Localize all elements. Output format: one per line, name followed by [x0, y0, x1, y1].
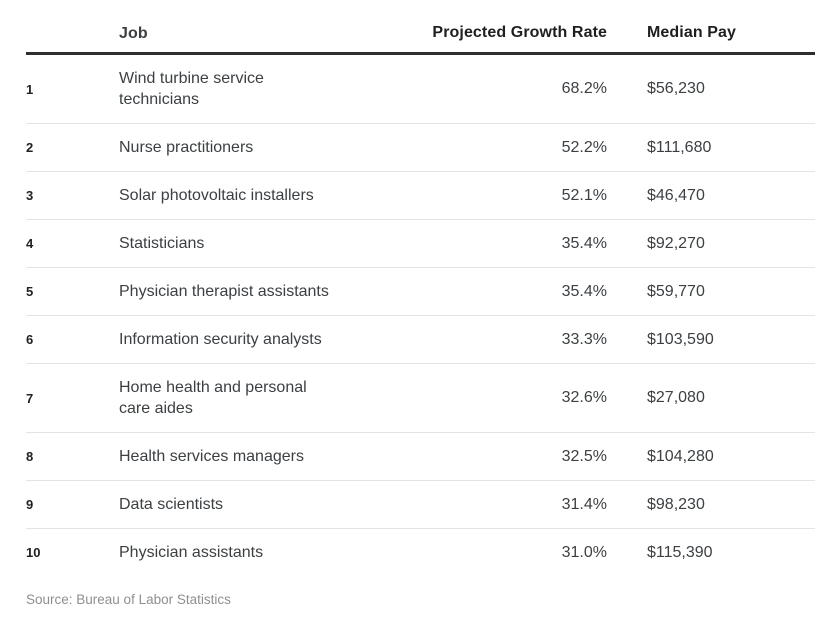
table-row: 4 Statisticians 35.4% $92,270	[26, 220, 815, 268]
row-growth-rate: 32.6%	[561, 389, 607, 406]
row-growth-rate: 31.4%	[561, 495, 607, 513]
row-job-name: Home health and personal care aides	[119, 379, 307, 417]
row-median-pay: $98,230	[647, 495, 705, 513]
row-rank: 3	[26, 188, 34, 203]
row-growth-rate: 31.0%	[561, 543, 607, 561]
column-header-median-pay: Median Pay	[647, 24, 737, 41]
row-median-pay: $115,390	[647, 543, 713, 561]
table-row: 10 Physician assistants 31.0% $115,390	[26, 529, 815, 576]
row-job-name: Solar photovoltaic installers	[119, 187, 314, 204]
row-growth-rate: 68.2%	[561, 80, 607, 97]
row-job-name: Information security analysts	[119, 331, 322, 348]
column-header-growth-rate: Projected Growth Rate	[432, 24, 607, 41]
row-median-pay: $104,280	[647, 447, 714, 465]
row-rank: 7	[26, 390, 34, 406]
row-rank: 1	[26, 81, 34, 97]
row-rank: 4	[26, 236, 34, 251]
row-median-pay: $27,080	[647, 389, 705, 406]
row-rank: 6	[26, 332, 34, 347]
table-row: 9 Data scientists 31.4% $98,230	[26, 481, 815, 529]
table-row: 2 Nurse practitioners 52.2% $111,680	[26, 124, 815, 172]
table-row: 6 Information security analysts 33.3% $1…	[26, 316, 815, 364]
row-median-pay: $56,230	[647, 80, 705, 97]
table-row: 3 Solar photovoltaic installers 52.1% $4…	[26, 172, 815, 220]
row-growth-rate: 52.1%	[561, 186, 607, 204]
row-growth-rate: 35.4%	[561, 282, 607, 300]
jobs-table: Job Projected Growth Rate Median Pay 1 W…	[26, 0, 815, 576]
row-growth-rate: 33.3%	[561, 330, 607, 348]
row-median-pay: $103,590	[647, 330, 714, 348]
column-header-job: Job	[119, 24, 148, 42]
table-row: 8 Health services managers 32.5% $104,28…	[26, 433, 815, 481]
table-row: 7 Home health and personal care aides 32…	[26, 364, 815, 433]
row-job-name: Nurse practitioners	[119, 139, 254, 156]
row-rank: 5	[26, 284, 34, 299]
row-rank: 2	[26, 140, 34, 155]
row-rank: 8	[26, 449, 34, 464]
row-median-pay: $59,770	[647, 282, 705, 300]
row-growth-rate: 52.2%	[561, 138, 607, 156]
row-rank: 10	[26, 545, 41, 560]
row-rank: 9	[26, 497, 34, 512]
table-row: 5 Physician therapist assistants 35.4% $…	[26, 268, 815, 316]
row-median-pay: $92,270	[647, 234, 705, 252]
row-job-name: Wind turbine service technicians	[119, 70, 264, 108]
table-header-row: Job Projected Growth Rate Median Pay	[26, 0, 815, 55]
row-job-name: Physician therapist assistants	[119, 283, 329, 300]
table-body: 1 Wind turbine service technicians 68.2%…	[26, 55, 815, 576]
row-job-name: Statisticians	[119, 235, 205, 252]
row-job-name: Data scientists	[119, 496, 224, 513]
source-note: Source: Bureau of Labor Statistics	[26, 592, 231, 607]
table-row: 1 Wind turbine service technicians 68.2%…	[26, 55, 815, 124]
row-job-name: Health services managers	[119, 448, 304, 465]
row-growth-rate: 35.4%	[561, 234, 607, 252]
row-growth-rate: 32.5%	[561, 447, 607, 465]
row-median-pay: $46,470	[647, 186, 705, 204]
row-job-name: Physician assistants	[119, 544, 264, 561]
row-median-pay: $111,680	[647, 138, 712, 156]
